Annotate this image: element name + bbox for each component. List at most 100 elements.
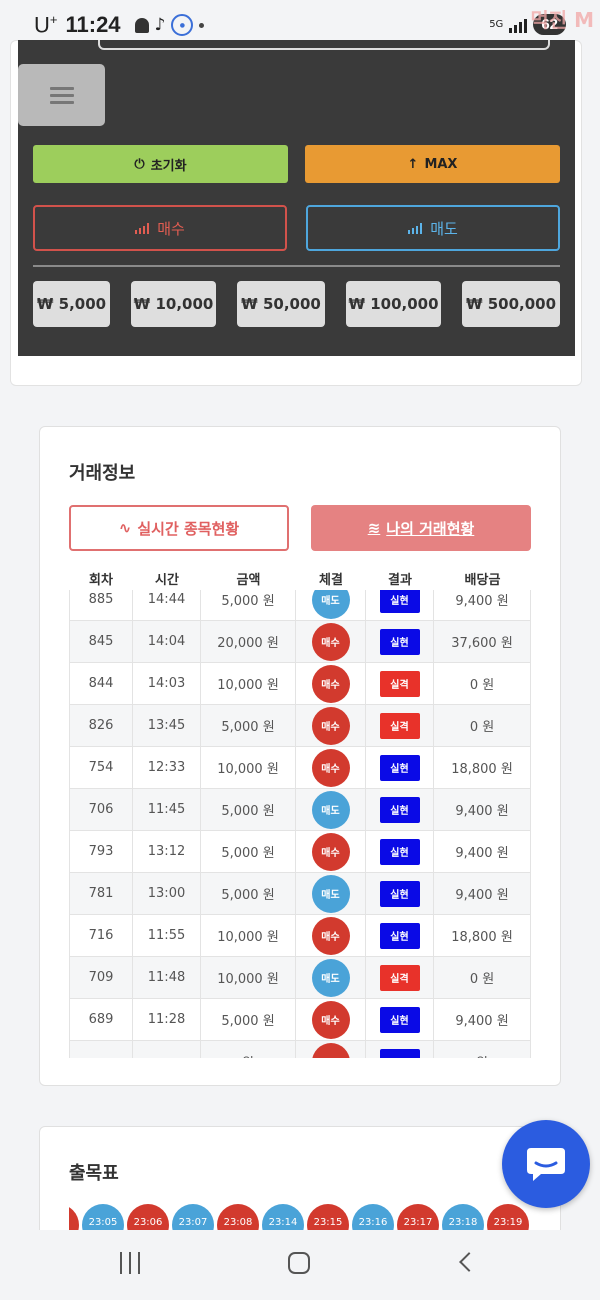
power-icon: ⏻ <box>134 156 145 172</box>
cell-round <box>69 1041 133 1058</box>
sell-badge: 매도 <box>311 790 350 829</box>
buy-badge <box>311 1042 350 1058</box>
system-nav-bar <box>0 1230 600 1300</box>
hamburger-icon <box>49 83 74 108</box>
amount-button-10000[interactable]: ₩ 10,000 <box>131 281 216 327</box>
table-row: 885 14:44 5,000 원 매도 실현 9,400 원 <box>69 590 531 621</box>
network-icon: 5G <box>489 18 504 30</box>
cell-execution: 매도 <box>296 789 366 830</box>
sell-button[interactable]: 매도 <box>306 205 560 251</box>
cell-amount: 5,000 원 <box>201 789 296 830</box>
tab-mine-label: 나의 거래현황 <box>386 519 475 538</box>
table-row: 845 14:04 20,000 원 매수 실현 37,600 원 <box>69 621 531 663</box>
cell-execution: 매수 <box>296 621 366 662</box>
draw-ball: 23:17 <box>397 1204 439 1230</box>
draw-ball: 23:16 <box>352 1204 394 1230</box>
reset-button[interactable]: ⏻ 초기화 <box>33 145 288 183</box>
cell-round: 706 <box>69 789 133 830</box>
cell-execution: 매수 <box>296 999 366 1040</box>
cell-result: 실격 <box>366 705 434 746</box>
cell-payout: 9,400 원 <box>434 831 531 872</box>
home-icon[interactable] <box>288 1252 310 1274</box>
cell-result: 실현 <box>366 831 434 872</box>
result-lose-badge: 실격 <box>379 712 420 739</box>
column-header-time: 시간 <box>155 572 179 588</box>
cell-result: 실현 <box>366 590 434 620</box>
cell-round: 754 <box>69 747 133 788</box>
cell-amount: 5,000 원 <box>201 590 296 620</box>
buy-button[interactable]: 매수 <box>33 205 287 251</box>
cell-payout: 0 원 <box>434 663 531 704</box>
amount-button-500000[interactable]: ₩ 500,000 <box>462 281 560 327</box>
cell-time: 14:03 <box>133 663 201 704</box>
amount-button-100000[interactable]: ₩ 100,000 <box>346 281 441 327</box>
draw-ball-strip[interactable]: 23:05 23:06 23:07 23:08 23:14 23:15 23:16 23:17… <box>69 1204 531 1230</box>
pulse-icon: ∿ <box>118 519 132 537</box>
signal-bars-icon <box>408 222 423 234</box>
notification-icons: ♪ ● <box>134 14 205 36</box>
tab-my-trades[interactable]: ≋ 나의 거래현황 <box>311 505 531 551</box>
column-header-amount: 금액 <box>236 572 261 588</box>
clock: 11:24 <box>65 12 121 37</box>
cell-result: 실현 <box>366 915 434 956</box>
draw-ball: 23:19 <box>487 1204 529 1230</box>
back-icon[interactable] <box>459 1252 479 1272</box>
buy-label: 매수 <box>157 219 185 238</box>
result-win-badge: 실현 <box>379 796 420 823</box>
cell-round: 709 <box>69 957 133 998</box>
trade-info-title: 거래정보 <box>69 463 136 484</box>
cell-payout: 9,400 원 <box>434 999 531 1040</box>
cell-time: 12:33 <box>133 747 201 788</box>
cell-time: 13:45 <box>133 705 201 746</box>
amount-button-50000[interactable]: ₩ 50,000 <box>237 281 325 327</box>
cell-result: 실현 <box>366 621 434 662</box>
cell-payout: 0 원 <box>434 957 531 998</box>
draw-table-title: 출목표 <box>69 1163 119 1184</box>
more-notifications-dot-icon <box>199 22 205 28</box>
chat-bubble-icon <box>527 1148 565 1181</box>
system-icons: 5G 62 <box>489 14 566 35</box>
cell-payout: 0 원 <box>434 705 531 746</box>
trade-table-body[interactable]: 885 14:44 5,000 원 매도 실현 9,400 원 845 14:04 20,000… <box>69 590 531 1058</box>
tab-live-label: 실시간 종목현황 <box>137 519 240 538</box>
cell-result <box>366 1041 434 1058</box>
cell-amount: 5,000 원 <box>201 999 296 1040</box>
cell-payout: 9,400 원 <box>434 873 531 914</box>
draw-ball <box>69 1204 79 1230</box>
cell-time: 11:48 <box>133 957 201 998</box>
cell-amount: 10,000 원 <box>201 915 296 956</box>
cell-amount: 5,000 원 <box>201 831 296 872</box>
table-row: 754 12:33 10,000 원 매수 실현 18,800 원 <box>69 747 531 789</box>
chat-button[interactable] <box>502 1120 590 1208</box>
buy-badge: 매수 <box>311 1000 350 1039</box>
carrier-label: U+ <box>34 11 58 38</box>
draw-ball: 23:05 <box>82 1204 124 1230</box>
signal-icon <box>509 17 528 33</box>
cell-payout: 원 <box>434 1041 531 1058</box>
bell-icon <box>134 17 149 33</box>
tab-live-status[interactable]: ∿ 실시간 종목현황 <box>69 505 289 551</box>
amount-button-5000[interactable]: ₩ 5,000 <box>33 281 110 327</box>
cell-execution: 매도 <box>296 873 366 914</box>
app-badge-icon: ● <box>171 14 194 36</box>
draw-ball: 23:06 <box>127 1204 169 1230</box>
cell-time: 11:55 <box>133 915 201 956</box>
cell-round: 689 <box>69 999 133 1040</box>
waves-icon: ≋ <box>367 519 381 537</box>
result-win-badge: 실현 <box>379 880 420 907</box>
cell-time: 13:12 <box>133 831 201 872</box>
menu-button[interactable] <box>18 64 105 126</box>
table-row: 689 11:28 5,000 원 매수 실현 9,400 원 <box>69 999 531 1041</box>
result-win-badge: 실현 <box>379 754 420 781</box>
cell-time: 14:04 <box>133 621 201 662</box>
buy-badge: 매수 <box>311 748 350 787</box>
cell-execution: 매도 <box>296 590 366 620</box>
draw-ball: 23:15 <box>307 1204 349 1230</box>
recent-apps-icon[interactable] <box>120 1252 140 1274</box>
draw-ball: 23:18 <box>442 1204 484 1230</box>
cell-payout: 9,400 원 <box>434 789 531 830</box>
buy-badge: 매수 <box>311 832 350 871</box>
max-button[interactable]: ↑ MAX <box>305 145 560 183</box>
cell-execution: 매수 <box>296 831 366 872</box>
cell-result: 실현 <box>366 747 434 788</box>
